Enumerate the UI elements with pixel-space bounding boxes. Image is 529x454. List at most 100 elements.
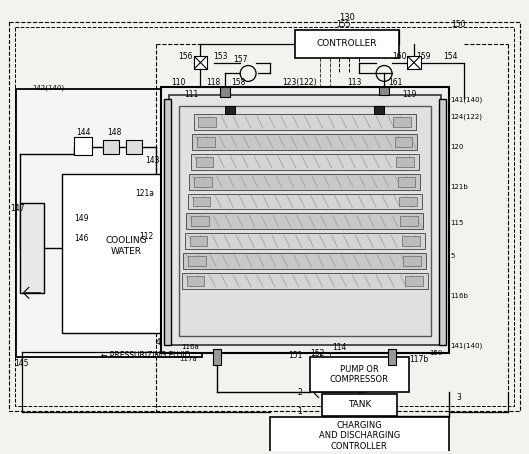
Text: 5: 5 <box>451 253 455 259</box>
Text: 116a: 116a <box>181 345 198 350</box>
Bar <box>404 256 421 266</box>
Text: 153: 153 <box>213 52 227 61</box>
Bar <box>397 177 415 187</box>
Text: TANK: TANK <box>348 400 371 410</box>
Text: 150: 150 <box>451 20 466 30</box>
Bar <box>103 140 119 154</box>
Text: 1: 1 <box>297 407 302 416</box>
Text: CONTROLLER: CONTROLLER <box>317 39 377 48</box>
Bar <box>188 193 422 209</box>
Text: 113: 113 <box>347 78 361 87</box>
Text: 117b: 117b <box>409 355 428 364</box>
Bar <box>75 137 92 155</box>
Text: 112: 112 <box>140 232 154 241</box>
Text: 152: 152 <box>311 349 325 358</box>
Text: 118: 118 <box>206 78 221 87</box>
Bar <box>400 217 418 226</box>
Bar <box>396 157 414 167</box>
Text: 144: 144 <box>76 128 90 137</box>
Bar <box>196 157 213 167</box>
Bar <box>197 137 215 147</box>
Bar <box>126 140 142 154</box>
Text: 4: 4 <box>156 338 161 347</box>
Text: 151: 151 <box>288 351 303 360</box>
Bar <box>270 417 449 454</box>
Text: 145: 145 <box>15 359 29 368</box>
Text: 117a: 117a <box>179 356 196 362</box>
Bar <box>402 236 420 246</box>
Bar <box>393 117 411 127</box>
Bar <box>198 117 216 127</box>
Bar <box>322 394 397 416</box>
Bar <box>186 213 423 229</box>
Bar <box>185 233 425 249</box>
Text: 149: 149 <box>74 214 89 223</box>
Bar <box>295 30 399 58</box>
Text: 161: 161 <box>388 78 402 87</box>
Text: 160: 160 <box>392 52 406 61</box>
Bar <box>388 350 396 365</box>
Text: 111: 111 <box>185 90 199 99</box>
Text: 119: 119 <box>402 90 416 99</box>
Text: 121a: 121a <box>135 189 154 198</box>
Bar <box>194 114 416 130</box>
Bar <box>189 236 207 246</box>
Bar <box>220 87 230 97</box>
Text: 120: 120 <box>451 144 464 150</box>
Text: CHARGING
AND DISCHARGING
CONTROLLER: CHARGING AND DISCHARGING CONTROLLER <box>318 421 400 451</box>
Text: 141(140): 141(140) <box>451 342 483 349</box>
Bar <box>379 87 389 95</box>
Bar <box>194 55 207 69</box>
Bar <box>16 89 203 357</box>
Bar <box>374 106 384 114</box>
Text: 141(140): 141(140) <box>451 96 483 103</box>
Bar <box>190 154 419 170</box>
Bar <box>399 197 417 207</box>
Text: 159: 159 <box>416 52 431 61</box>
Bar <box>181 273 428 289</box>
Bar <box>439 99 445 345</box>
Text: 155: 155 <box>336 20 351 30</box>
Bar <box>213 350 221 365</box>
Bar <box>15 27 514 406</box>
Text: 123(122): 123(122) <box>282 78 317 87</box>
Bar <box>183 253 426 269</box>
Text: 2: 2 <box>297 388 302 397</box>
Text: PUMP OR
COMPRESSOR: PUMP OR COMPRESSOR <box>330 365 389 385</box>
Bar <box>187 276 204 286</box>
Bar <box>188 256 206 266</box>
Text: 157: 157 <box>234 55 248 64</box>
Bar <box>61 174 190 332</box>
Text: 115: 115 <box>451 220 464 227</box>
Bar <box>192 134 417 150</box>
Text: 143: 143 <box>145 156 160 165</box>
Text: 110: 110 <box>171 78 186 87</box>
Text: 156: 156 <box>178 52 193 61</box>
Text: 148: 148 <box>107 128 121 137</box>
Bar <box>169 95 441 345</box>
Text: 116b: 116b <box>451 293 469 299</box>
Bar <box>179 106 431 336</box>
Bar <box>405 276 423 286</box>
Bar <box>407 55 421 69</box>
Text: 130: 130 <box>339 13 355 22</box>
Text: 154: 154 <box>443 52 458 61</box>
Bar <box>191 217 209 226</box>
Bar <box>20 203 43 293</box>
Text: 3: 3 <box>456 393 461 401</box>
Text: 150: 150 <box>429 350 442 356</box>
Bar <box>194 177 212 187</box>
Bar <box>161 87 449 353</box>
Bar <box>225 106 235 114</box>
Text: 121b: 121b <box>451 183 468 190</box>
Bar <box>395 137 413 147</box>
Text: 114: 114 <box>332 343 346 352</box>
Text: 158: 158 <box>231 78 245 87</box>
Bar <box>309 357 409 392</box>
Text: 146: 146 <box>74 234 89 243</box>
Bar <box>9 22 520 411</box>
Text: 147: 147 <box>11 204 25 213</box>
Text: COOLING
WATER: COOLING WATER <box>105 237 147 256</box>
Bar <box>164 99 171 345</box>
Text: 142(140): 142(140) <box>32 84 64 91</box>
